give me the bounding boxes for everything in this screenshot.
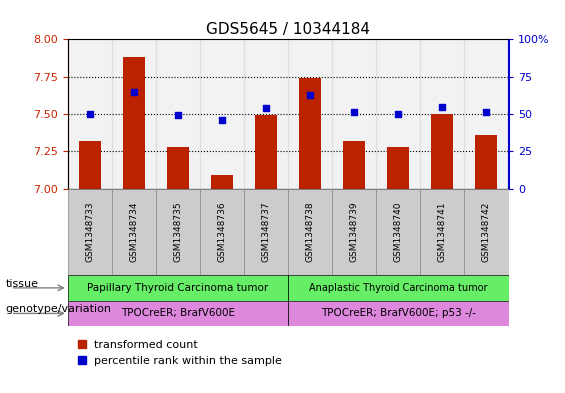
Bar	[288, 301, 508, 326]
Text: GSM1348735: GSM1348735	[173, 202, 182, 262]
Bar	[112, 189, 156, 275]
Bar	[123, 57, 145, 189]
Bar	[420, 39, 464, 189]
Bar	[68, 39, 112, 189]
Point	[173, 112, 182, 119]
Bar	[79, 141, 101, 189]
Text: GSM1348741: GSM1348741	[438, 202, 447, 262]
Title: GDS5645 / 10344184: GDS5645 / 10344184	[206, 22, 370, 37]
Point	[438, 103, 447, 110]
Bar	[475, 135, 497, 189]
Bar	[464, 39, 508, 189]
Text: TPOCreER; BrafV600E: TPOCreER; BrafV600E	[121, 309, 235, 318]
Text: GSM1348734: GSM1348734	[129, 202, 138, 262]
Text: GSM1348739: GSM1348739	[350, 202, 359, 262]
Point	[85, 111, 94, 117]
Point	[394, 111, 403, 117]
Bar	[211, 175, 233, 189]
Bar	[464, 189, 508, 275]
Bar	[332, 39, 376, 189]
Bar	[431, 114, 453, 189]
Point	[262, 105, 271, 111]
Bar	[387, 147, 409, 189]
Bar	[156, 39, 200, 189]
Bar	[156, 189, 200, 275]
Bar	[200, 39, 244, 189]
Bar	[112, 39, 156, 189]
Bar	[343, 141, 365, 189]
Bar	[332, 189, 376, 275]
Text: GSM1348736: GSM1348736	[218, 202, 227, 262]
Bar	[200, 189, 244, 275]
Bar	[288, 189, 332, 275]
Text: tissue: tissue	[6, 279, 38, 289]
Bar	[244, 39, 288, 189]
Text: GSM1348733: GSM1348733	[85, 202, 94, 262]
Text: GSM1348740: GSM1348740	[394, 202, 403, 262]
Bar	[299, 78, 321, 189]
Bar	[167, 147, 189, 189]
Text: Anaplastic Thyroid Carcinoma tumor: Anaplastic Thyroid Carcinoma tumor	[309, 283, 488, 293]
Text: GSM1348738: GSM1348738	[306, 202, 315, 262]
Text: GSM1348737: GSM1348737	[262, 202, 271, 262]
Point	[306, 92, 315, 98]
Bar	[376, 39, 420, 189]
Text: Papillary Thyroid Carcinoma tumor: Papillary Thyroid Carcinoma tumor	[88, 283, 268, 293]
Bar	[244, 189, 288, 275]
Point	[350, 109, 359, 116]
Text: genotype/variation: genotype/variation	[6, 305, 112, 314]
Bar	[255, 116, 277, 189]
Point	[482, 109, 491, 116]
Bar	[288, 39, 332, 189]
Bar	[68, 189, 112, 275]
Bar	[376, 189, 420, 275]
Bar	[68, 275, 288, 301]
Point	[218, 117, 227, 123]
Text: TPOCreER; BrafV600E; p53 -/-: TPOCreER; BrafV600E; p53 -/-	[321, 309, 476, 318]
Bar	[288, 275, 508, 301]
Point	[129, 88, 138, 95]
Bar	[420, 189, 464, 275]
Legend: transformed count, percentile rank within the sample: transformed count, percentile rank withi…	[73, 336, 287, 370]
Bar	[68, 301, 288, 326]
Text: GSM1348742: GSM1348742	[482, 202, 491, 262]
